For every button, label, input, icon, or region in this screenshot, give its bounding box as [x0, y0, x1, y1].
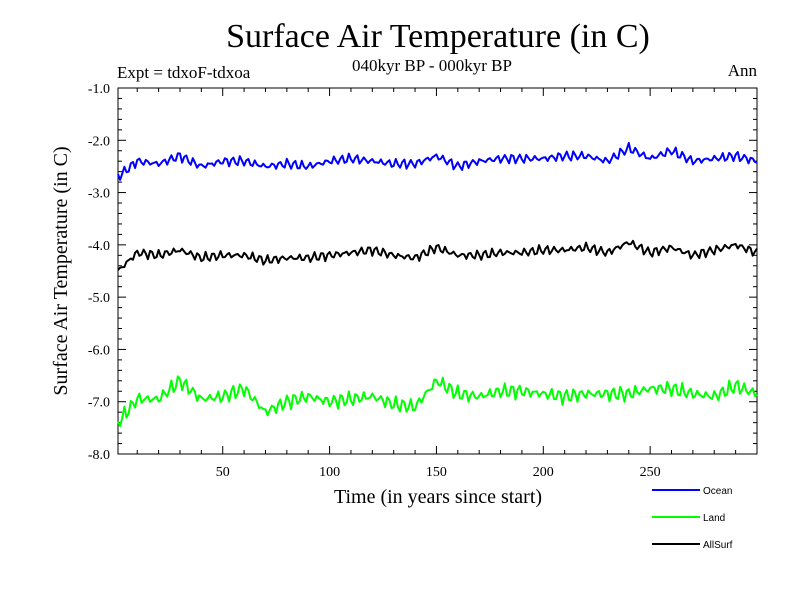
x-tick-label: 200	[533, 465, 554, 480]
chart-title: Surface Air Temperature (in C)	[226, 18, 650, 55]
x-tick-label: 100	[319, 465, 340, 480]
y-axis-label: Surface Air Temperature (in C)	[50, 146, 72, 395]
y-tick-label: -3.0	[88, 187, 110, 202]
series-lines	[117, 142, 758, 428]
y-tick-label: -5.0	[88, 291, 110, 306]
chart-subtitle: 040kyr BP - 000kyr BP	[352, 56, 512, 75]
y-tick-label: -4.0	[88, 239, 110, 254]
legend-label-allsurf: AllSurf	[703, 540, 733, 551]
series-line-allsurf	[117, 239, 758, 271]
y-tick-label: -6.0	[88, 343, 110, 358]
plot-frame	[117, 87, 758, 455]
series-line-land	[117, 375, 758, 428]
y-tick-label: -7.0	[88, 396, 110, 411]
legend-label-land: Land	[703, 513, 725, 524]
legend-label-ocean: Ocean	[703, 486, 732, 497]
expt-label: Expt = tdxoF-tdxoa	[117, 63, 251, 82]
legend: Ocean Land AllSurf	[652, 486, 733, 551]
x-axis-ticks: 50 100 150 200 250	[136, 88, 737, 480]
period-label: Ann	[728, 61, 758, 80]
x-axis-label: Time (in years since start)	[334, 486, 542, 508]
series-line-ocean	[117, 142, 758, 181]
x-tick-label: 250	[640, 465, 661, 480]
x-tick-label: 150	[426, 465, 447, 480]
y-axis-ticks: -8.0 -7.0 -6.0 -5.0 -4.0 -3.0 -2.0 -1.0	[88, 82, 757, 463]
y-tick-label: -1.0	[88, 82, 110, 97]
y-tick-label: -8.0	[88, 448, 110, 463]
x-tick-label: 50	[216, 465, 230, 480]
y-tick-label: -2.0	[88, 134, 110, 149]
